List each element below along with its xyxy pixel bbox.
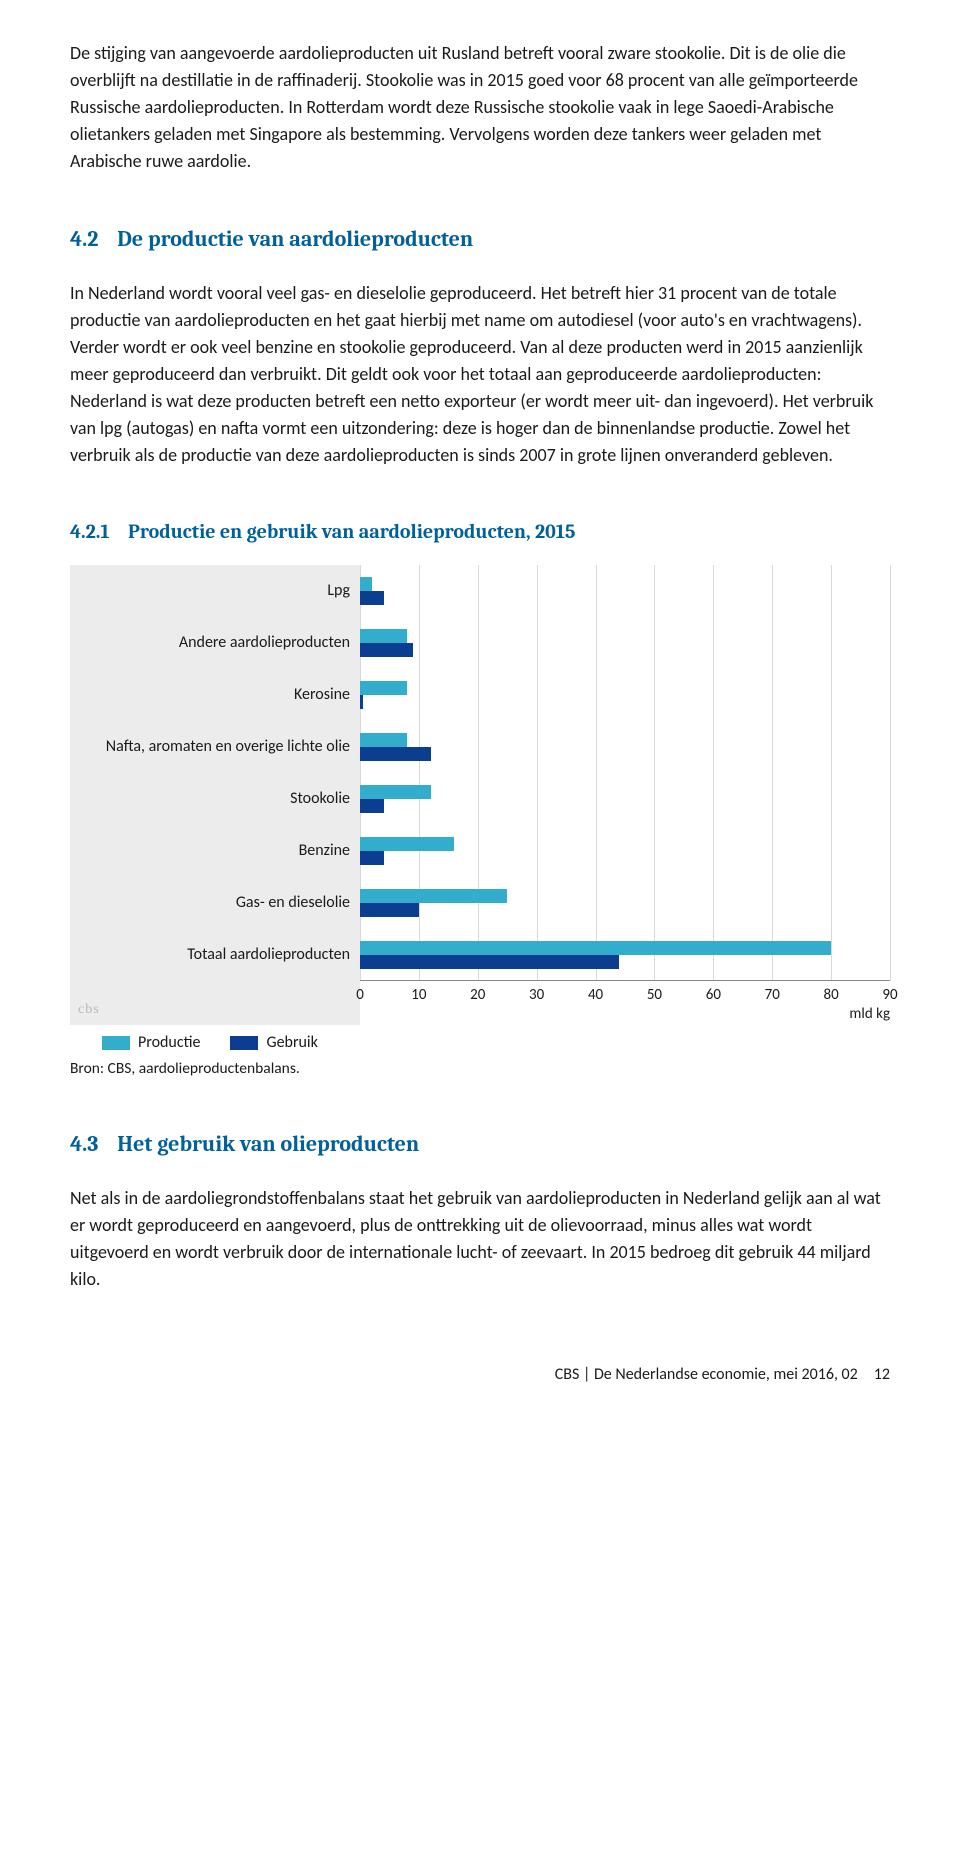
page-footer: CBS | De Nederlandse economie, mei 2016,… [70,1363,890,1387]
chart-category-label: Lpg [327,579,350,603]
chart-bar-row [360,825,890,877]
chart-bar-gebruik [360,955,619,969]
chart-bar-productie [360,837,454,851]
footer-page-number: 12 [874,1363,890,1387]
chart-unit-label: mld kg [849,1003,890,1026]
heading-4-2: 4.2 De productie van aardolieproducten [70,223,890,256]
chart-bar-productie [360,941,831,955]
chart-gridline [890,565,891,980]
chart-bar-gebruik [360,851,384,865]
chart-bar-gebruik [360,591,384,605]
chart-heading: 4.2.1 Productie en gebruik van aardoliep… [70,517,890,547]
chart-bar-productie [360,785,431,799]
chart-unit-row: mld kg [360,1003,890,1025]
chart-category-label: Stookolie [290,787,350,811]
chart-bar-row [360,669,890,721]
chart-category-label: Nafta, aromaten en overige lichte olie [106,735,350,759]
paragraph-2: In Nederland wordt vooral veel gas- en d… [70,280,890,469]
chart-bar-row [360,721,890,773]
heading-4-3-title: Het gebruik van olieproducten [117,1131,419,1157]
chart-heading-title: Productie en gebruik van aardolieproduct… [128,520,575,543]
legend-item-gebruik: Gebruik [230,1031,317,1055]
chart-bar-gebruik [360,643,413,657]
chart-bar-productie [360,577,372,591]
paragraph-1: De stijging van aangevoerde aardolieprod… [70,40,890,175]
chart-heading-number: 4.2.1 [70,520,110,543]
chart-bar-productie [360,629,407,643]
chart-bar-productie [360,681,407,695]
chart-legend: Productie Gebruik [70,1031,890,1055]
legend-swatch-icon [230,1036,258,1050]
chart-bar-gebruik [360,903,419,917]
chart-bar-row [360,565,890,617]
chart-source: Bron: CBS, aardolieproductenbalans. [70,1057,890,1080]
chart-category-label: Totaal aardolieproducten [187,943,350,967]
chart-bar-gebruik [360,747,431,761]
paragraph-3: Net als in de aardoliegrondstoffenbalans… [70,1185,890,1293]
chart-bar-gebruik [360,799,384,813]
legend-item-productie: Productie [102,1031,200,1055]
chart-category-label: Kerosine [294,683,350,707]
chart-bar-row [360,773,890,825]
legend-swatch-icon [102,1036,130,1050]
chart-x-axis: 0102030405060708090 [360,981,890,1003]
chart-category-label: Benzine [299,839,350,863]
heading-4-3: 4.3 Het gebruik van olieproducten [70,1128,890,1161]
chart-bar-row [360,877,890,929]
legend-label: Gebruik [266,1031,317,1055]
heading-4-2-title: De productie van aardolieproducten [117,226,473,252]
bar-chart: Lpg Andere aardolieproducten Kerosine Nafta… [70,565,890,1080]
chart-bar-productie [360,889,507,903]
chart-bar-productie [360,733,407,747]
cbs-watermark-icon: cbs [78,1004,100,1017]
chart-category-label: Andere aardolieproducten [179,631,350,655]
heading-4-3-number: 4.3 [70,1131,98,1157]
legend-label: Productie [138,1031,200,1055]
chart-bar-row [360,929,890,981]
heading-4-2-number: 4.2 [70,226,98,252]
footer-publication: CBS | De Nederlandse economie, mei 2016,… [555,1363,858,1387]
chart-category-label: Gas- en dieselolie [236,891,350,915]
chart-plot-area: 0102030405060708090 mld kg [360,565,890,1025]
chart-category-labels: Lpg Andere aardolieproducten Kerosine Nafta… [70,565,360,1025]
chart-bar-row [360,617,890,669]
chart-bar-gebruik [360,695,363,709]
